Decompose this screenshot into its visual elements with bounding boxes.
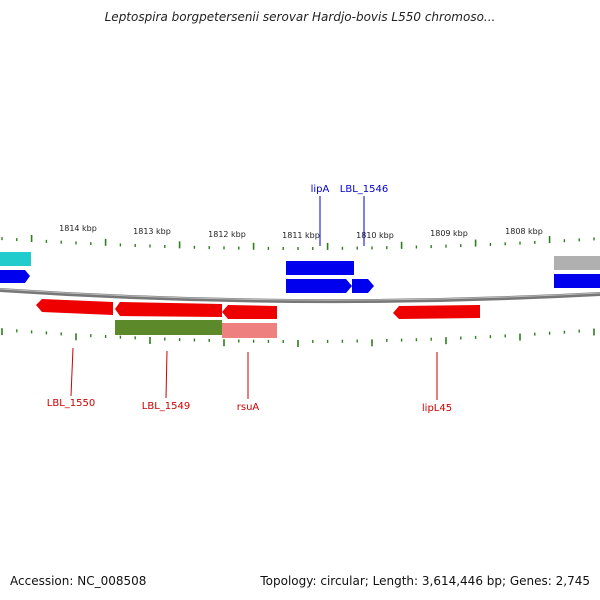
gene-LBL-1549[interactable] [115, 302, 222, 317]
gene-lipA[interactable] [286, 261, 354, 275]
gene-reverse-3[interactable] [222, 305, 277, 319]
gene-forward-1[interactable] [286, 279, 352, 293]
scale-ticks-bottom [1, 328, 595, 347]
gene-LBL-1550[interactable] [36, 299, 113, 315]
gene-LBL-1546[interactable] [352, 279, 374, 293]
scale-label: 1809 kbp [430, 229, 468, 238]
scale-label: 1812 kbp [208, 230, 246, 239]
gene-label-LBL-1546[interactable]: LBL_1546 [340, 184, 388, 195]
chromosome-backbone [0, 288, 600, 304]
gene-label-lipL45[interactable]: lipL45 [422, 403, 452, 414]
scale-labels: 1814 kbp 1813 kbp 1812 kbp 1811 kbp 1810… [59, 224, 543, 240]
feature-gray[interactable] [554, 256, 600, 270]
backbone-highlight [0, 288, 600, 301]
gene-forward-right[interactable] [554, 274, 600, 288]
scale-label: 1808 kbp [505, 227, 543, 236]
scale-ticks-top [1, 234, 595, 250]
scale-label: 1810 kbp [356, 231, 394, 240]
gene-label-rsuA[interactable]: rsuA [237, 402, 260, 413]
topology-summary: Topology: circular; Length: 3,614,446 bp… [260, 574, 590, 588]
gene-label-LBL-1550[interactable]: LBL_1550 [47, 398, 95, 409]
gene-label-lipA[interactable]: lipA [311, 184, 330, 195]
gene-forward-left[interactable] [0, 270, 30, 283]
map-title: Leptospira borgpetersenii serovar Hardjo… [104, 10, 496, 24]
feature-rsuA[interactable] [222, 323, 277, 338]
scale-label: 1813 kbp [133, 227, 171, 236]
feature-cyan[interactable] [0, 252, 31, 266]
gene-lipL45[interactable] [393, 305, 480, 319]
scale-label: 1811 kbp [282, 231, 320, 240]
label-leaders [70, 196, 438, 400]
accession-text: Accession: NC_008508 [10, 574, 147, 588]
gene-label-LBL-1549[interactable]: LBL_1549 [142, 401, 190, 412]
scale-label: 1814 kbp [59, 224, 97, 233]
feature-LBL-1549-domain[interactable] [115, 320, 222, 335]
